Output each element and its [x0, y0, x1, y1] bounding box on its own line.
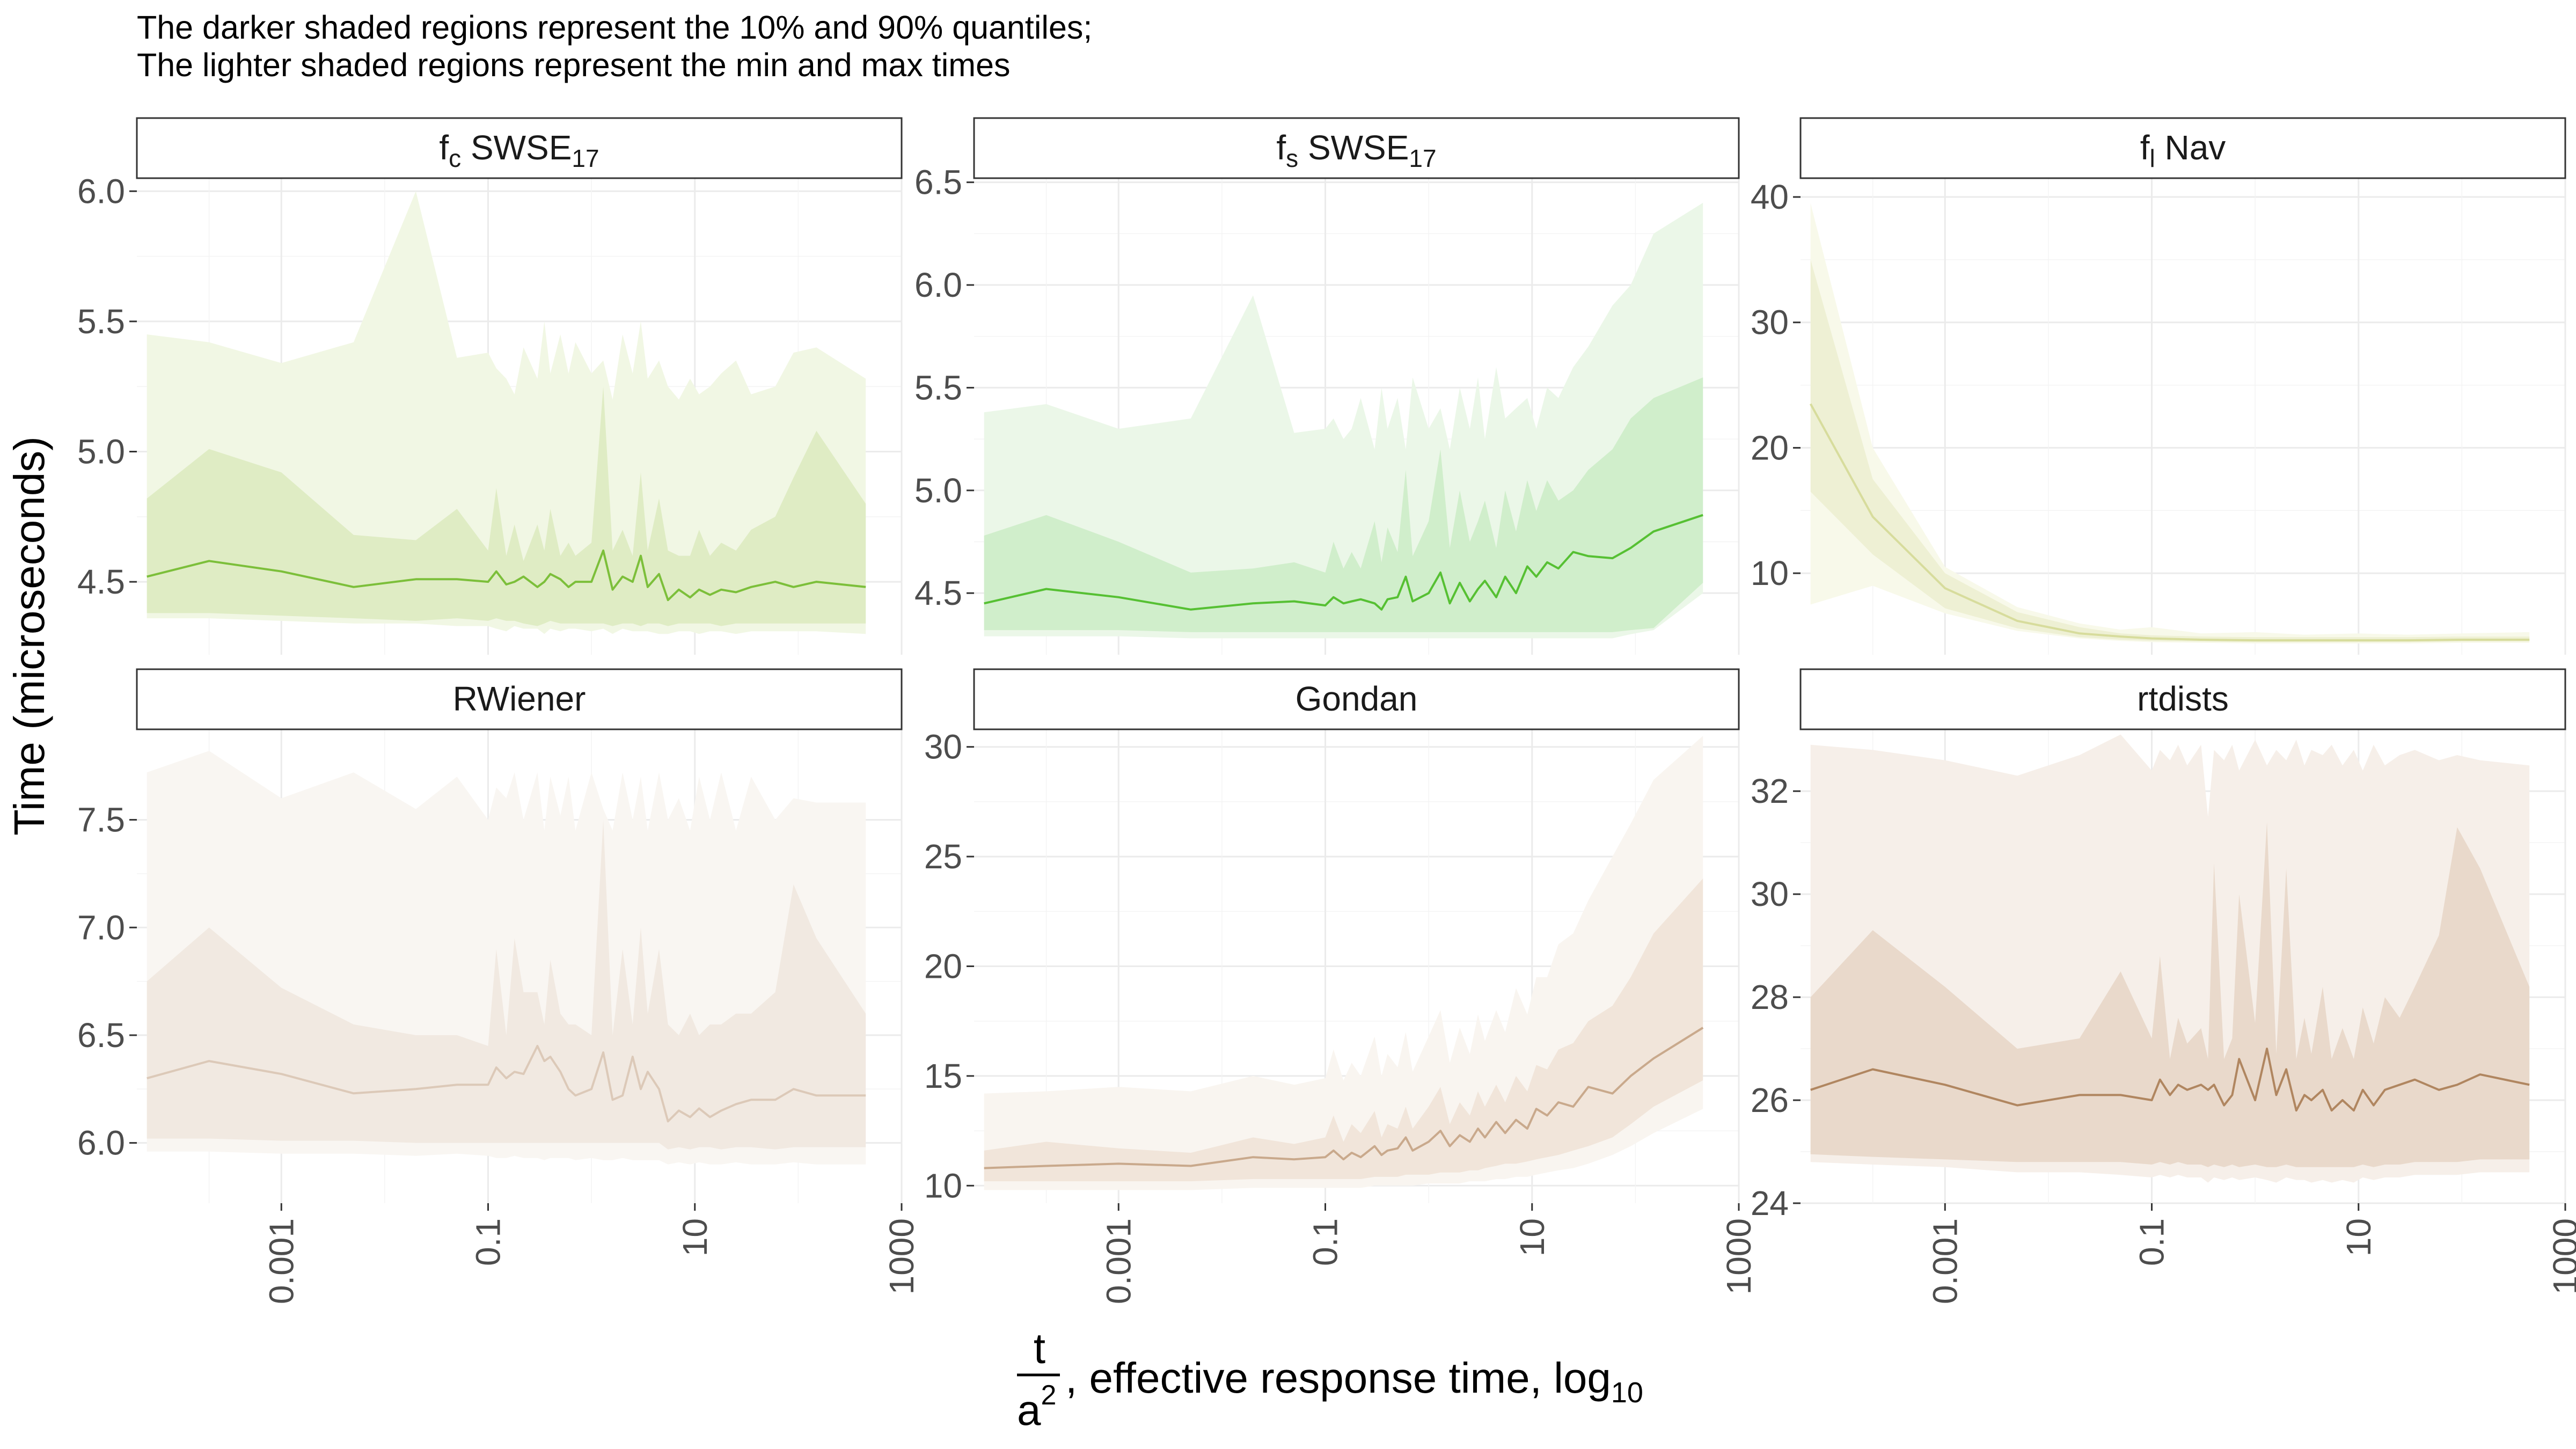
strip-label: Gondan — [1296, 679, 1418, 718]
panel-fc-swse17: fc SWSE17 4.5 5.0 5.5 6.0 — [77, 117, 903, 655]
strip-box — [1799, 117, 2566, 179]
subtitle-line-1: The darker shaded regions represent the … — [137, 9, 1092, 46]
x-tick-label: 0.001 — [1099, 1218, 1138, 1304]
y-tick-label: 6.0 — [914, 266, 962, 304]
strip-box — [1799, 668, 2566, 730]
y-tick-label: 5.0 — [77, 433, 125, 471]
x-tick-label: 0.001 — [1926, 1218, 1964, 1304]
x-tick-label: 10 — [676, 1218, 714, 1256]
y-tick-label: 5.0 — [914, 471, 962, 510]
y-tick-label: 28 — [1751, 978, 1789, 1016]
strip-label-part: SWSE — [461, 128, 572, 167]
y-tick-label: 30 — [924, 728, 962, 766]
y-tick-label: 10 — [1751, 554, 1789, 592]
y-tick-label: 7.0 — [77, 908, 125, 947]
y-tick-label: 5.5 — [914, 368, 962, 407]
median-line — [1809, 403, 2530, 642]
quantile-band — [1810, 822, 2530, 1167]
x-axis-title-subscript: 10 — [1611, 1377, 1643, 1409]
panel-gridlines — [1801, 178, 2566, 655]
strip-label-part: 17 — [572, 144, 599, 172]
median-line — [147, 1045, 866, 1123]
x-tick-label: 0.001 — [262, 1218, 301, 1304]
median-line — [1810, 1048, 2530, 1112]
strip-label-part: Nav — [2155, 128, 2226, 167]
quantile-band — [147, 386, 866, 626]
strip-label: fl Nav — [2140, 128, 2226, 172]
strip-box — [136, 117, 903, 179]
y-tick-label: 24 — [1751, 1184, 1789, 1223]
y-tick-label: 10 — [924, 1166, 962, 1205]
subtitle-line-2: The lighter shaded regions represent the… — [137, 47, 1011, 83]
median-line — [147, 549, 866, 602]
strip-label-part: f — [2140, 128, 2150, 167]
strip-label: fs SWSE17 — [1276, 128, 1436, 172]
y-tick-label: 20 — [1751, 428, 1789, 467]
x-axis-title-denominator: a2 — [1017, 1380, 1056, 1434]
y-tick-label: 30 — [1751, 875, 1789, 913]
x-tick-label: 1000 — [1719, 1218, 1758, 1294]
quantile-band — [984, 377, 1703, 632]
y-tick-label: 6.5 — [914, 163, 962, 202]
x-tick-label: 0.1 — [1306, 1218, 1345, 1266]
strip-label-part: SWSE — [1298, 128, 1409, 167]
strip-label: fc SWSE17 — [439, 128, 599, 172]
panel-rwiener: RWiener 6.0 6.5 7.0 7.5 0.001 0.1 10 1000 — [77, 668, 921, 1304]
strip-label-part: f — [1276, 128, 1286, 167]
y-tick-label: 5.5 — [77, 302, 125, 341]
y-tick-label: 32 — [1751, 772, 1789, 810]
x-tick-label: 1000 — [882, 1218, 921, 1294]
x-tick-label: 1000 — [2546, 1218, 2576, 1294]
strip-label-part: c — [449, 144, 461, 172]
quantile-band — [984, 879, 1703, 1182]
median-line — [984, 514, 1703, 611]
y-tick-label: 30 — [1751, 303, 1789, 342]
x-axis-title-main: , effective response time, log — [1065, 1354, 1611, 1402]
y-axis-title: Time (microseconds) — [5, 436, 53, 836]
x-axis-title-text: , effective response time, log10 — [1065, 1354, 1643, 1409]
y-tick-label: 26 — [1751, 1081, 1789, 1119]
strip-box — [136, 668, 903, 730]
x-axis-title-numerator: t — [1034, 1324, 1045, 1372]
strip-label-part: Gondan — [1296, 679, 1418, 718]
strip-label: rtdists — [2137, 679, 2229, 718]
y-tick-label: 15 — [924, 1057, 962, 1095]
y-tick-label: 20 — [924, 947, 962, 986]
y-tick-label: 6.0 — [77, 172, 125, 210]
y-tick-label: 7.5 — [77, 801, 125, 839]
x-tick-label: 0.1 — [2133, 1218, 2171, 1266]
y-tick-label: 6.5 — [77, 1016, 125, 1055]
strip-label-part: 17 — [1409, 144, 1436, 172]
y-tick-label: 40 — [1751, 178, 1789, 216]
strip-box — [973, 117, 1740, 179]
strip-label-part: s — [1286, 144, 1298, 172]
x-axis-title-denominator-base: a — [1017, 1386, 1041, 1434]
strip-label-part: RWiener — [453, 679, 586, 718]
strip-label-part: l — [2149, 144, 2155, 172]
x-axis-title: t a2 , effective response time, log10 — [1017, 1324, 1643, 1434]
median-line — [984, 1027, 1704, 1169]
strip-label-part: rtdists — [2137, 679, 2229, 718]
quantile-band — [147, 819, 866, 1150]
y-tick-label: 6.0 — [77, 1124, 125, 1162]
panel-rtdists: rtdists 24 26 28 30 32 0.001 0.1 10 1000 — [1751, 668, 2576, 1304]
min-max-band — [984, 736, 1703, 1190]
strip-label-part: f — [439, 128, 449, 167]
x-tick-label: 10 — [1513, 1218, 1552, 1256]
y-tick-label: 4.5 — [77, 562, 125, 601]
panel-fl-nav: fl Nav 10 20 30 40 — [1751, 117, 2566, 655]
y-tick-label: 4.5 — [914, 574, 962, 612]
x-tick-label: 0.1 — [469, 1218, 508, 1266]
panel-gondan: Gondan 10 15 20 25 30 0.001 0.1 10 1000 — [924, 668, 1758, 1304]
x-tick-label: 10 — [2339, 1218, 2378, 1256]
y-tick-label: 25 — [924, 837, 962, 876]
strip-label: RWiener — [453, 679, 586, 718]
panel-fs-swse17: fs SWSE17 4.5 5.0 5.5 6.0 6.5 — [914, 117, 1740, 655]
x-axis-title-denominator-exponent: 2 — [1041, 1380, 1057, 1411]
strip-box — [973, 668, 1740, 730]
